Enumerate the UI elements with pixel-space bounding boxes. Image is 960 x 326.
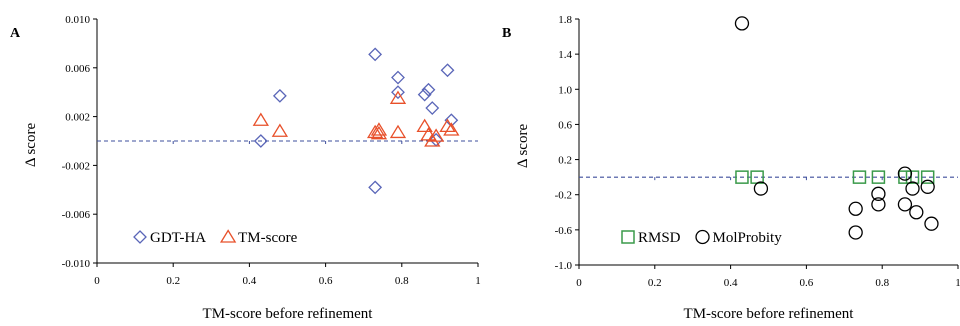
panel-b-molprobity-point [753,181,769,196]
panel-b-molprobity-point [897,197,913,212]
panel-b-y-tick-label: -1.0 [555,260,573,272]
panel-b-y-tick-label: -0.2 [555,190,572,202]
panel-a-x-tick-label: 0.6 [319,275,333,287]
panel-b-legend-molprobity-label: MolProbity [713,230,783,246]
panel-b-y-tick-label: 1.0 [558,84,572,96]
panel-a-tm-score-point [370,125,388,140]
panel-a-x-tick-label: 1 [475,275,481,287]
panel-a-legend-tm-score-marker [219,229,237,243]
panel-b-y-tick-label: -0.6 [555,225,573,237]
panel-b-rmsd-point [735,170,749,184]
panel-b-rmsd-point [920,170,935,184]
panel-b-rmsd-point [852,170,867,184]
panel-b-label: B [502,26,511,41]
panel-a-x-axis-label: TM-score before refinement [203,306,374,322]
panel-a-y-tick-label: -0.002 [62,160,90,172]
panel-b-x-tick-label: 0.2 [648,277,662,289]
panel-b-rmsd-point [905,170,920,184]
panel-b-legend-rmsd-marker [621,230,635,244]
panel-a-y-tick-label: 0.006 [65,63,90,75]
panel-b-x-tick-label: 0.8 [875,277,889,289]
panel-a-tm-score-point [427,128,445,142]
panel-a-y-axis-label: Δ score [23,123,39,168]
panel-a-tm-score-point [366,124,384,139]
panel-b-x-tick-label: 0 [576,277,582,289]
panel-b-legend-molprobity-marker [695,229,710,245]
panel-b-molprobity-point [734,16,750,31]
panel-a-gdt-ha-point [253,134,268,148]
panel-b-molprobity-point [848,225,863,240]
panel-a-tm-score-point [370,122,388,136]
panel-a-gdt-ha-point [391,85,405,100]
panel-a-gdt-ha-point [440,63,455,78]
panel-a-tm-score-point [389,124,407,139]
panel-a-y-tick-label: -0.006 [62,209,91,221]
panel-a-legend-gdt-ha-marker [133,230,147,244]
panel-a-x-tick-label: 0.8 [395,275,409,287]
panel-a-gdt-ha-point [417,87,432,102]
panel-a-tm-score-point [424,133,441,147]
panel-b-x-tick-label: 0.6 [800,277,814,289]
panel-a-x-tick-label: 0.4 [243,275,257,287]
panel-a-x-tick-label: 0 [94,275,100,287]
panel-b-molprobity-point [897,166,913,181]
panel-a-tm-score-point [389,90,407,104]
panel-a-y-tick-label: 0.002 [65,112,90,124]
panel-b-molprobity-point [924,216,939,231]
panel-a-label: A [10,26,21,41]
panel-b-x-axis-label: TM-score before refinement [684,306,855,322]
panel-a-gdt-ha-point [425,101,440,115]
panel-b-molprobity-point [920,179,935,194]
panel-b-y-tick-label: 1.4 [558,49,572,61]
panel-b-y-axis-label: Δ score [515,124,531,169]
panel-a-tm-score-point [252,112,269,126]
panel-b-molprobity-point [848,201,863,216]
panel-b-rmsd-point [871,170,886,184]
panel-b-molprobity-point [909,205,924,220]
panel-a-x-tick-label: 0.2 [166,275,180,287]
panel-a-gdt-ha-point [391,70,405,85]
panel-a-gdt-ha-point [368,47,383,62]
panel-a-gdt-ha-point [421,82,436,97]
panel-b-molprobity-point [871,197,886,212]
panel-a-tm-score-point [271,123,289,137]
panel-a-gdt-ha-point [272,88,287,103]
panel-a-tm-score-point [439,118,456,133]
panel-a-y-tick-label: -0.010 [62,258,91,270]
panel-a-gdt-ha-point [368,180,383,195]
panel-b-molprobity-point [871,186,886,201]
panel-a-legend-tm-score-label: TM-score [238,230,297,246]
panel-b-x-tick-label: 0.4 [724,277,738,289]
panel-b-y-tick-label: 0.6 [558,119,572,131]
panel-a-tm-score-point [443,122,460,136]
panel-b-y-tick-label: 0.2 [558,155,572,167]
panel-a-y-tick-label: 0.010 [65,14,90,26]
panel-b-molprobity-point [905,181,920,196]
panel-b-legend-rmsd-label: RMSD [638,230,681,246]
panel-a-tm-score-point [416,118,433,133]
panel-b-y-tick-label: 1.8 [558,14,572,26]
panel-b-x-tick-label: 1 [955,277,960,289]
panel-a-legend-gdt-ha-label: GDT-HA [150,230,206,246]
